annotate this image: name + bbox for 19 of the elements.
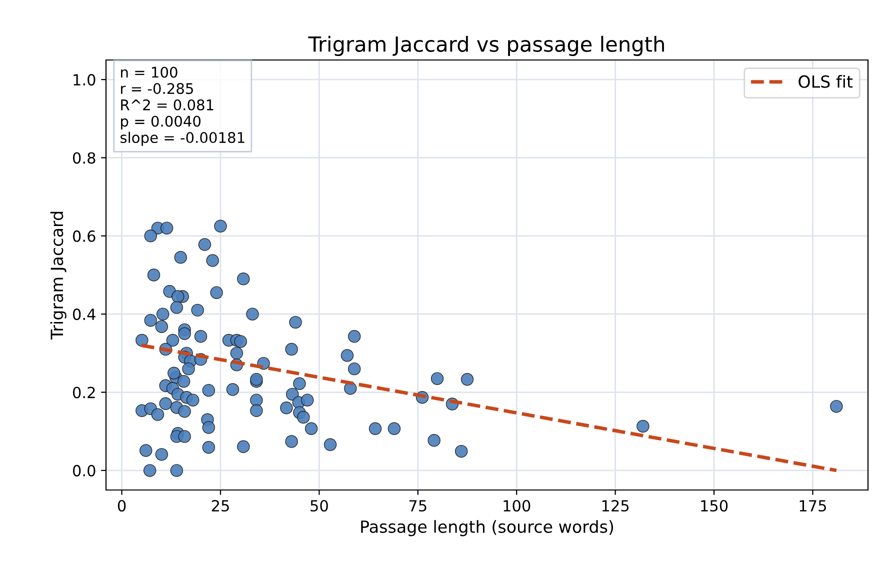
x-tick-label: 25	[212, 500, 229, 512]
x-tick-label: 150	[701, 500, 728, 512]
x-tick-label: 100	[504, 500, 530, 512]
x-tick-label: 50	[310, 500, 328, 512]
annotation: n = 100 r = -0.285 R^2 = 0.081 p = 0.0040 slope = -0.00181	[120, 66, 244, 146]
x-tick-label: 0	[118, 500, 126, 512]
y-tick-label: 0.8	[72, 152, 96, 164]
chart-title: Trigram Jaccard vs passage length	[308, 36, 664, 56]
y-tick-label: 0.4	[72, 308, 96, 320]
x-tick-label: 175	[800, 500, 826, 512]
y-axis-title: Trigram Jaccard	[50, 212, 66, 340]
x-tick-label: 125	[602, 500, 629, 512]
y-tick-label: 1.0	[74, 74, 96, 86]
y-tick-label: 0.6	[72, 230, 96, 242]
y-tick-label: 0.2	[72, 386, 95, 398]
y-tick-label: 0.0	[72, 464, 96, 476]
x-tick-label: 75	[409, 500, 426, 512]
x-axis-title: Passage length (source words)	[361, 520, 614, 536]
legend-label: OLS fit	[798, 75, 853, 88]
